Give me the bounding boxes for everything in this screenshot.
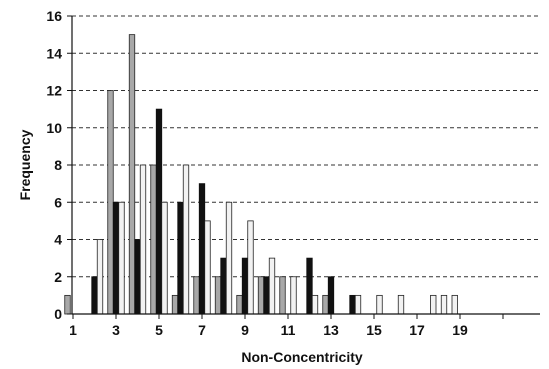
bar — [376, 294, 383, 315]
x-tick-label: 11 — [281, 322, 296, 338]
bar — [182, 164, 190, 315]
bar — [204, 220, 211, 315]
x-tick-label: 1 — [69, 322, 77, 338]
bar — [161, 201, 168, 315]
y-tick-label: 16 — [46, 8, 62, 24]
bar — [440, 294, 448, 315]
bar — [171, 294, 179, 315]
y-tick-label: 10 — [46, 120, 62, 136]
y-tick-label: 4 — [54, 232, 62, 248]
axes — [67, 15, 540, 319]
bar — [220, 257, 227, 315]
x-tick-label: 3 — [112, 322, 120, 338]
bar — [241, 257, 249, 315]
bar — [290, 276, 297, 315]
bar — [96, 239, 104, 315]
y-tick-label: 2 — [54, 269, 62, 285]
y-tick-label: 8 — [54, 157, 62, 173]
bar — [236, 294, 243, 315]
bar — [247, 220, 254, 315]
bar — [128, 34, 136, 315]
bar — [354, 294, 362, 315]
x-tick-label: 7 — [198, 322, 206, 338]
bar — [214, 276, 222, 315]
bar — [91, 276, 98, 315]
y-tick-label: 12 — [46, 83, 62, 99]
bars — [64, 34, 458, 315]
bar — [306, 257, 313, 315]
bar — [397, 294, 405, 315]
bar — [118, 201, 125, 315]
bar — [198, 183, 206, 315]
x-tick-label: 19 — [452, 322, 468, 338]
bar — [225, 201, 233, 315]
bar — [150, 164, 157, 315]
bar — [430, 294, 437, 315]
y-tick-labels: 0 2 4 6 8 10 12 14 16 — [46, 8, 62, 322]
x-tick-label: 5 — [155, 322, 163, 338]
x-tick-label: 17 — [409, 322, 425, 338]
bar — [139, 164, 147, 315]
y-axis-title: Frequency — [17, 129, 33, 200]
x-axis-title: Non-Concentricity — [241, 349, 363, 365]
bar — [451, 294, 458, 315]
bar — [263, 276, 270, 315]
gridlines — [72, 15, 540, 278]
bar — [112, 201, 120, 315]
bar — [322, 294, 329, 315]
bar — [177, 201, 184, 315]
x-tick-label: 13 — [323, 322, 339, 338]
bar — [349, 294, 356, 315]
y-tick-label: 14 — [46, 45, 62, 61]
x-tick-label: 9 — [241, 322, 249, 338]
bar — [279, 276, 286, 315]
bar — [327, 276, 335, 315]
x-tick-label: 15 — [366, 322, 382, 338]
bar — [193, 276, 200, 315]
y-tick-label: 6 — [54, 194, 62, 210]
bar — [268, 257, 276, 315]
bar — [134, 239, 141, 315]
bar — [64, 294, 71, 315]
bar — [107, 90, 114, 315]
x-tick-labels: 1 3 5 7 9 11 13 15 17 19 — [69, 322, 468, 338]
bar — [257, 276, 265, 315]
bar — [311, 294, 319, 315]
y-tick-label: 0 — [54, 306, 62, 322]
bar — [155, 108, 163, 315]
